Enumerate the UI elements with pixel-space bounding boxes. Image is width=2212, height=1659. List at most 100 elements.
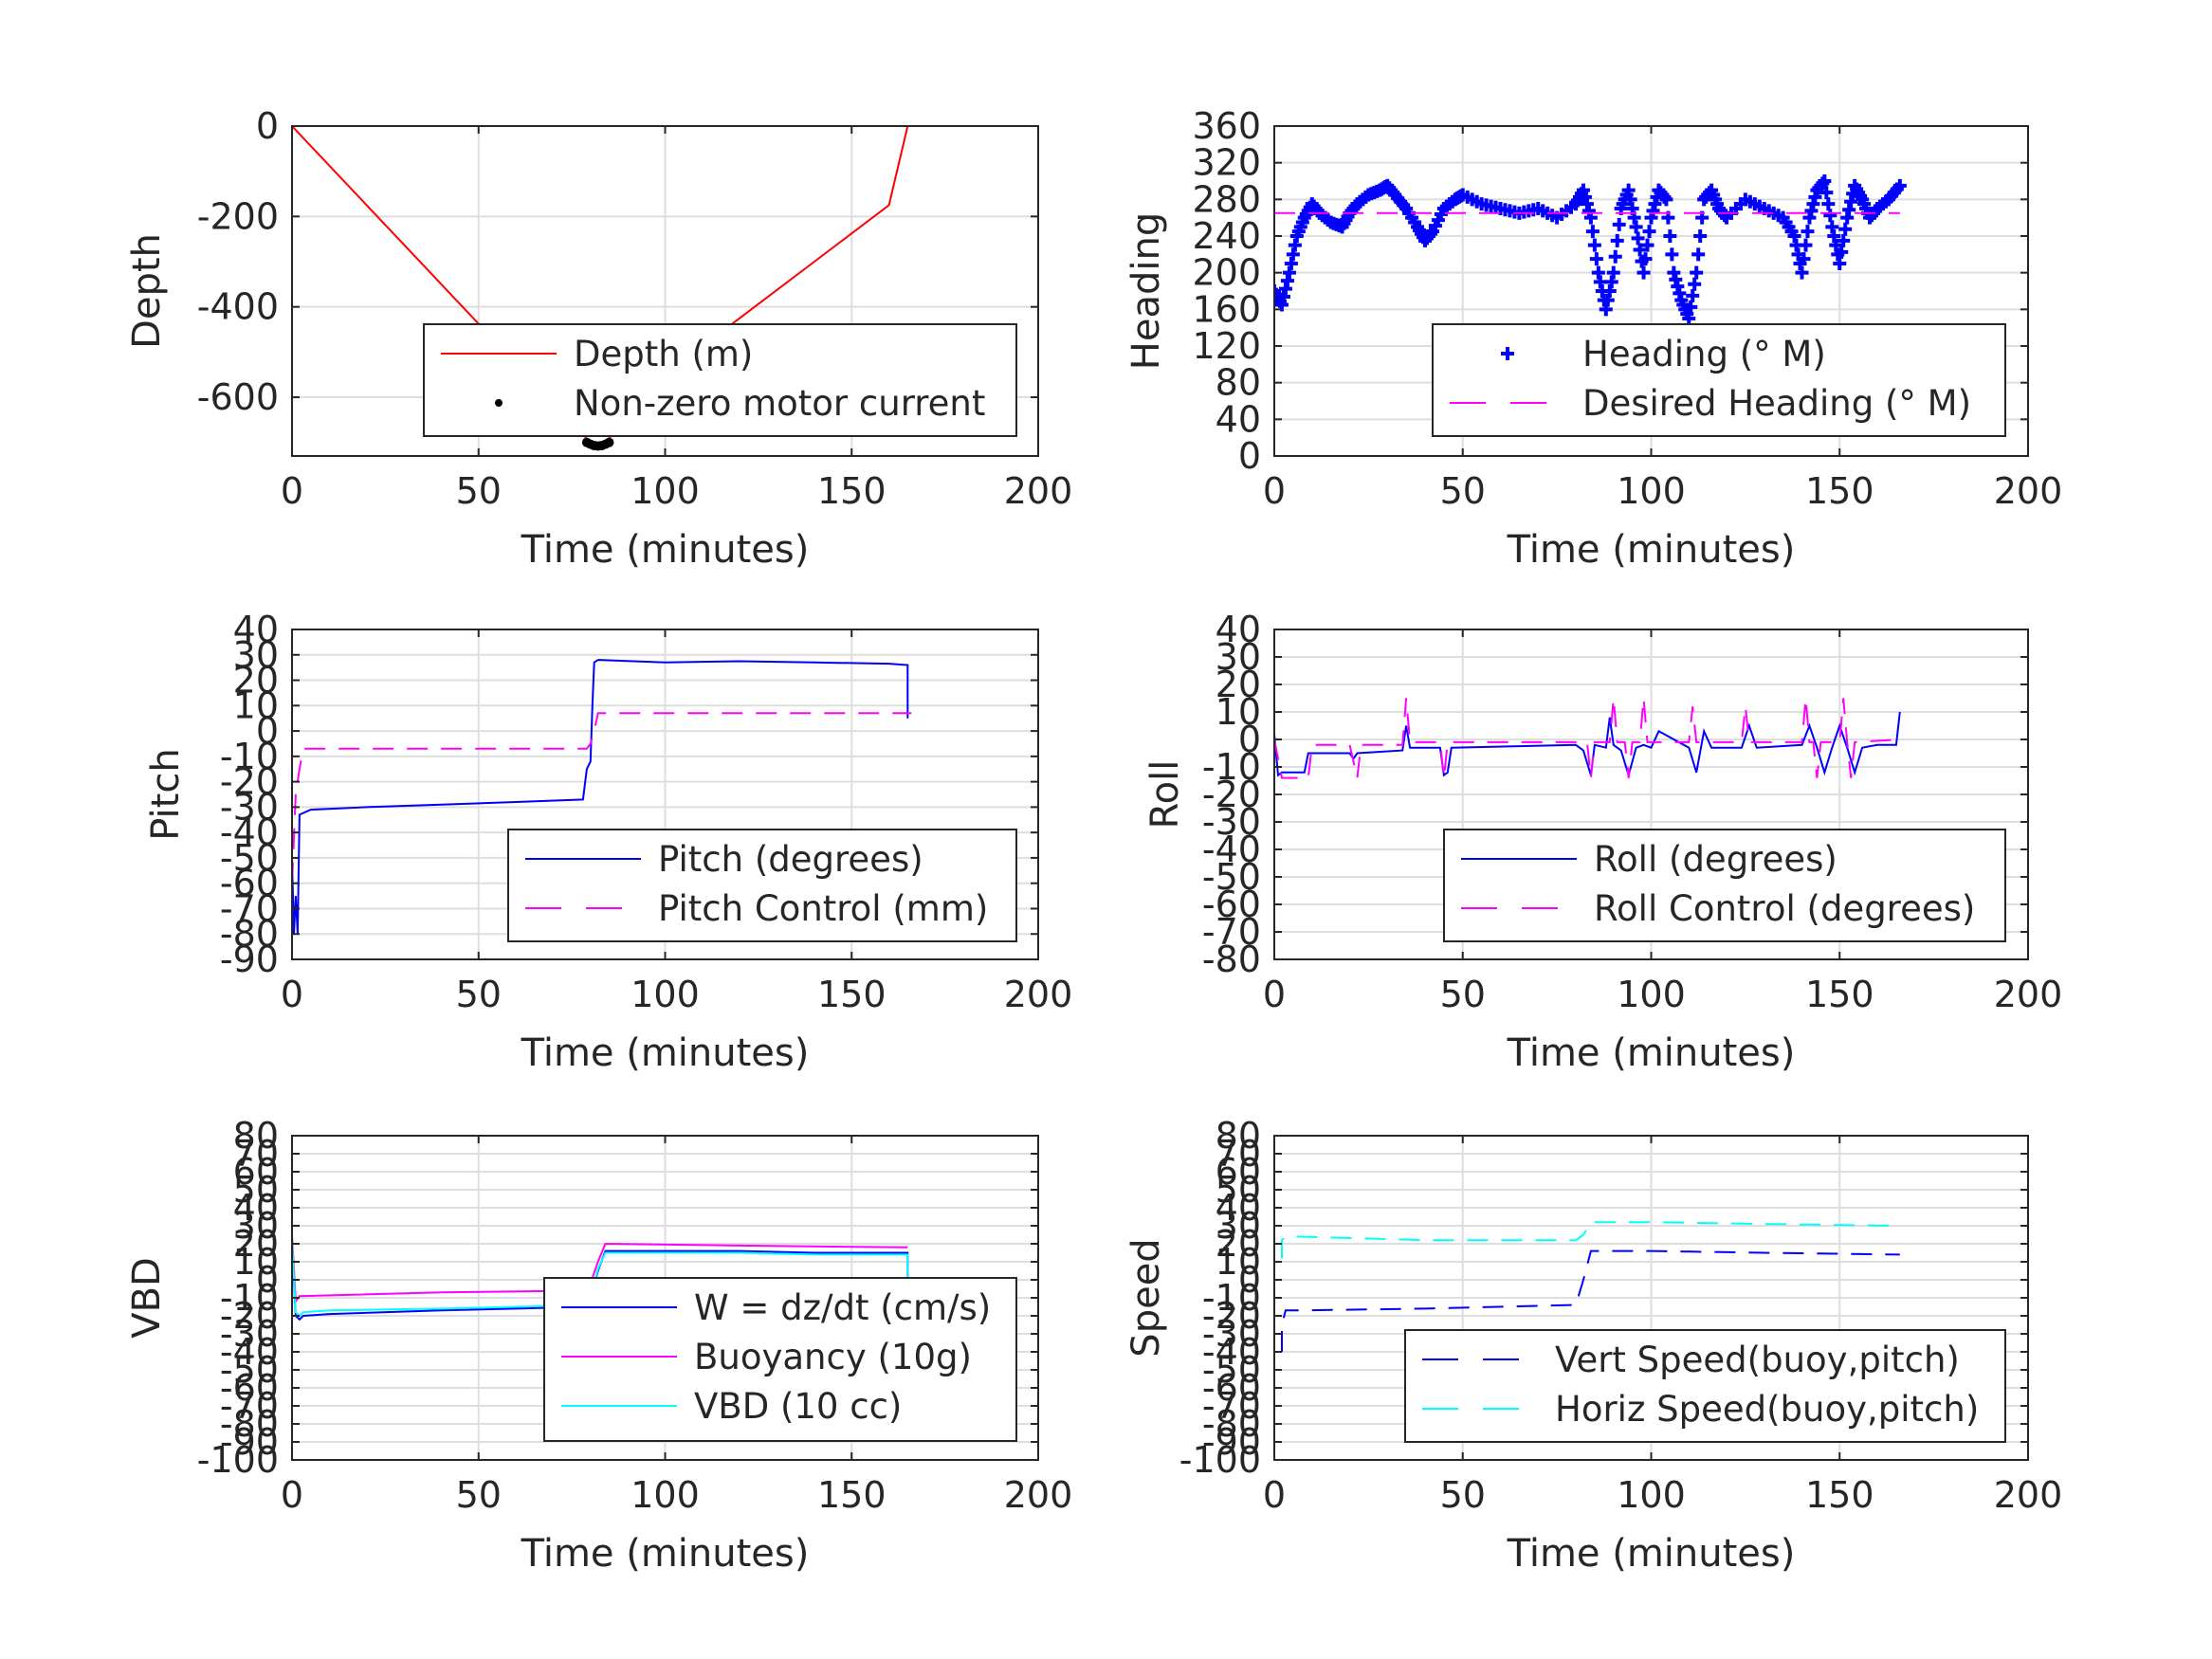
x-tick-label: 100 — [1617, 470, 1686, 512]
y-tick-label: -40 — [1202, 1331, 1261, 1373]
y-tick-label: 20 — [1216, 664, 1261, 705]
data-point — [1640, 238, 1654, 252]
data-point — [1797, 252, 1811, 266]
y-tick-label: -70 — [1202, 1385, 1261, 1427]
legend-label: Pitch (degrees) — [658, 839, 923, 880]
data-point — [1818, 174, 1832, 188]
series-group — [1274, 174, 1907, 325]
y-tick-label: -20 — [220, 761, 279, 803]
y-tick-label: 280 — [1192, 178, 1261, 220]
x-tick-label: 200 — [1004, 974, 1073, 1015]
y-tick-label: -90 — [220, 1421, 279, 1463]
x-tick-label: 100 — [631, 470, 700, 512]
y-tick-label: 10 — [1216, 1241, 1261, 1283]
y-tick-label: -60 — [220, 863, 279, 904]
data-point — [1819, 186, 1834, 200]
y-tick-label: -80 — [1202, 1403, 1261, 1445]
y-tick-label: 20 — [233, 1223, 279, 1265]
legend: Depth (m) Non-zero motor current — [423, 323, 1017, 437]
legend: Heading (° M) Desired Heading (° M) — [1432, 323, 2006, 437]
data-point — [1686, 288, 1700, 302]
y-tick-label: -60 — [1202, 1367, 1261, 1409]
chart-vbd: 0 50 100 150 20080706050403020100-10-20-30-4… — [125, 1115, 1072, 1576]
y-tick-label: -10 — [220, 736, 279, 777]
x-tick-label: 50 — [1440, 1474, 1486, 1516]
x-tick-label: 100 — [1617, 1474, 1686, 1516]
data-point — [1587, 238, 1601, 252]
data-point — [1589, 252, 1603, 266]
y-tick-label: 80 — [1216, 362, 1261, 404]
x-axis-label: Time (minutes) — [521, 528, 810, 572]
x-tick-label: 150 — [1805, 470, 1874, 512]
y-axis-label: Speed — [1124, 1238, 1168, 1357]
y-axis-label: Roll — [1143, 760, 1187, 830]
y-tick-label: -20 — [1202, 774, 1261, 815]
y-tick-label: 0 — [256, 1259, 279, 1301]
x-tick-label: 100 — [631, 974, 700, 1015]
legend-swatch — [495, 399, 503, 407]
x-tick-label: 150 — [817, 1474, 887, 1516]
y-tick-label: 0 — [256, 710, 279, 752]
data-point — [1801, 225, 1815, 239]
y-tick-label: -40 — [220, 1331, 279, 1373]
y-tick-label: 120 — [1192, 325, 1261, 367]
data-point — [1606, 265, 1620, 280]
x-tick-label: 150 — [817, 974, 887, 1015]
legend-box — [423, 323, 1017, 437]
x-tick-label: 150 — [1805, 974, 1874, 1015]
chart-heading: 0 50 100 150 20004080120160200240280320360Ti… — [1124, 105, 2062, 572]
legend-label: Horiz Speed(buoy,pitch) — [1555, 1389, 1979, 1430]
y-tick-label: 0 — [256, 105, 279, 147]
x-axis-label: Time (minutes) — [521, 1532, 810, 1576]
x-tick-label: 200 — [1004, 1474, 1073, 1516]
y-tick-label: -50 — [1202, 1349, 1261, 1391]
data-point — [1612, 217, 1626, 231]
y-tick-label: 70 — [1216, 1133, 1261, 1175]
data-point — [1274, 284, 1281, 298]
x-tick-label: 0 — [1263, 1474, 1286, 1516]
y-tick-label: -80 — [220, 1403, 279, 1445]
chart-speed: 0 50 100 150 20080706050403020100-10-20-30-4… — [1124, 1115, 2062, 1576]
x-tick-label: 0 — [281, 974, 303, 1015]
chart-roll: 0 50 100 150 200403020100-10-20-30-40-50-60-… — [1143, 609, 2062, 1075]
legend-swatch — [1501, 347, 1514, 360]
y-tick-label: -10 — [1202, 1277, 1261, 1319]
y-tick-label: -600 — [197, 376, 279, 418]
y-tick-label: -70 — [220, 887, 279, 929]
y-tick-label: 320 — [1192, 142, 1261, 184]
data-point — [1821, 197, 1836, 211]
y-tick-label: -70 — [220, 1385, 279, 1427]
x-tick-label: 0 — [281, 470, 303, 512]
y-tick-label: 60 — [233, 1151, 279, 1193]
legend-label: Heading (° M) — [1582, 334, 1826, 374]
y-tick-label: 360 — [1192, 105, 1261, 147]
y-tick-label: 40 — [233, 609, 279, 650]
legend-label: Non-zero motor current — [574, 383, 985, 424]
data-point — [1642, 225, 1656, 239]
data-point — [1690, 265, 1704, 280]
data-point — [1636, 265, 1651, 280]
legend-box — [507, 829, 1017, 942]
legend-label: Buoyancy (10g) — [694, 1337, 972, 1377]
y-tick-label: -50 — [1202, 856, 1261, 898]
x-tick-label: 150 — [1805, 1474, 1874, 1516]
data-point — [1665, 247, 1679, 262]
legend-box — [1404, 1329, 2006, 1443]
series-non-zero-motor-current — [581, 437, 614, 451]
y-tick-label: 0 — [1238, 1259, 1261, 1301]
legend-label: Pitch Control (mm) — [658, 888, 988, 929]
data-point — [1837, 233, 1851, 247]
data-point — [1795, 265, 1809, 280]
y-tick-label: -100 — [1179, 1439, 1261, 1481]
y-tick-label: 20 — [233, 660, 279, 702]
x-axis-label: Time (minutes) — [521, 1031, 810, 1075]
x-axis-label: Time (minutes) — [1507, 1532, 1796, 1576]
data-point — [604, 437, 614, 447]
data-point — [1799, 238, 1813, 252]
y-axis-label: Heading — [1124, 212, 1168, 370]
y-tick-label: -50 — [220, 837, 279, 879]
legend-label: VBD (10 cc) — [694, 1386, 902, 1427]
y-tick-label: 20 — [1216, 1223, 1261, 1265]
y-tick-label: 40 — [1216, 398, 1261, 440]
y-tick-label: 0 — [1238, 435, 1261, 477]
